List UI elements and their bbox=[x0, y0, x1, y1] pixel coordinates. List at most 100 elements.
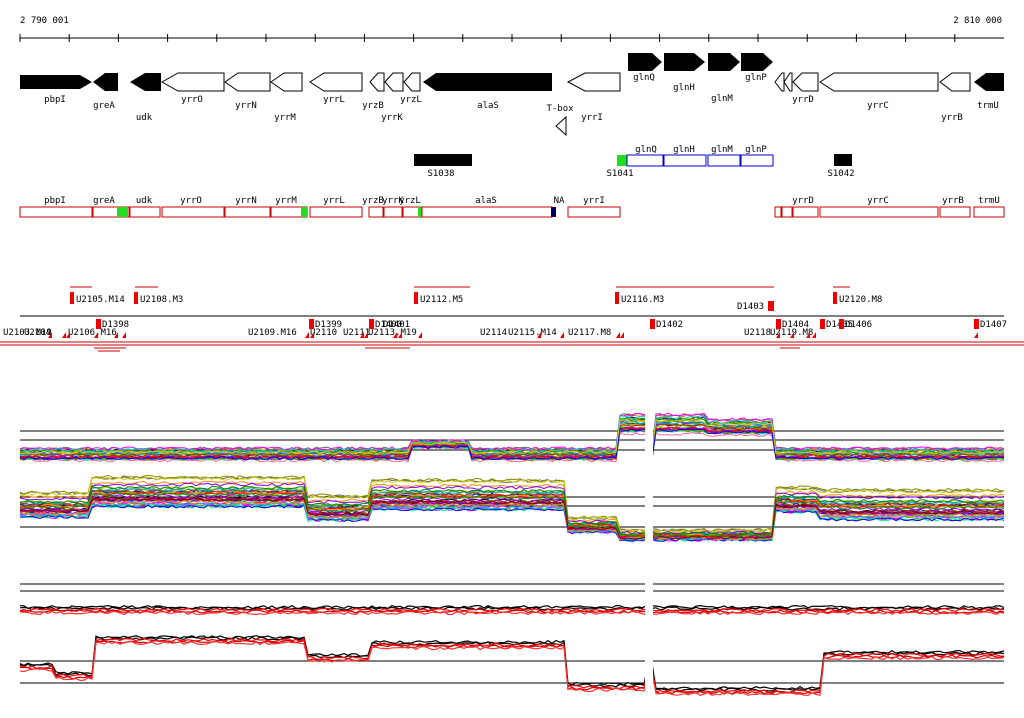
segment-glnP[interactable]: glnP bbox=[741, 145, 773, 166]
breakpoint-marker bbox=[305, 332, 309, 338]
upshift-U2115.M14[interactable]: U2115.M14 bbox=[508, 328, 557, 338]
segment-label: glnM bbox=[711, 145, 733, 155]
gene-glnH[interactable]: glnH bbox=[664, 53, 705, 93]
transcript-yrrI[interactable]: yrrI bbox=[568, 196, 620, 217]
upshift-label: U2108.M3 bbox=[140, 295, 183, 305]
gene-label: yrzL bbox=[400, 95, 422, 105]
transcript-label: udk bbox=[136, 196, 153, 206]
upshift-U2118[interactable]: U2118 bbox=[744, 328, 771, 338]
downshift-D1399[interactable]: D1399 bbox=[309, 319, 342, 330]
transcript-yrrD[interactable]: yrrD bbox=[792, 196, 818, 217]
segment-glnH[interactable]: glnH bbox=[664, 145, 706, 166]
gene-trmU[interactable]: trmU bbox=[974, 73, 1004, 111]
expression-profile bbox=[20, 505, 1004, 541]
downshift-D1403[interactable]: D1403 bbox=[737, 301, 774, 312]
feature-S1042[interactable]: S1042 bbox=[827, 154, 854, 179]
transcript-label: pbpI bbox=[44, 196, 66, 206]
transcript-yrrC[interactable]: yrrC bbox=[820, 196, 938, 217]
upshift-U2114[interactable]: U2114 bbox=[480, 328, 507, 338]
upshift-U2120.M8[interactable]: U2120.M8 bbox=[833, 292, 882, 305]
expression-profile bbox=[20, 640, 1004, 694]
upshift-U2116.M3[interactable]: U2116.M3 bbox=[615, 292, 664, 305]
upshift-U2117.M8[interactable]: U2117.M8 bbox=[568, 328, 611, 338]
transcript-yrzB[interactable]: yrzB bbox=[362, 196, 384, 217]
transcript-pbpI[interactable]: pbpI bbox=[20, 196, 92, 217]
gene-yrrI[interactable]: yrrI bbox=[568, 73, 620, 123]
gene-yrrL[interactable]: yrrL bbox=[310, 73, 362, 105]
data-gap bbox=[645, 395, 653, 695]
gene-label: pbpI bbox=[44, 95, 66, 105]
gene-alaS[interactable]: alaS bbox=[423, 73, 552, 111]
breakpoint-marker bbox=[620, 332, 624, 338]
transcript-label: yrrB bbox=[942, 196, 964, 206]
segment-glnM[interactable]: glnM bbox=[708, 145, 740, 166]
gene-yrrN[interactable]: yrrN bbox=[225, 73, 270, 111]
transcript-yrrB[interactable]: yrrB bbox=[940, 196, 970, 217]
segment-glnQ[interactable]: glnQ bbox=[627, 145, 663, 166]
downshift-label: D1402 bbox=[656, 320, 683, 330]
transcript-yrrL[interactable]: yrrL bbox=[310, 196, 362, 217]
transcript-small bbox=[775, 207, 792, 217]
gene-label: yrrC bbox=[867, 101, 889, 111]
transcript-yrrO[interactable]: yrrO bbox=[162, 196, 224, 217]
transcript-udk[interactable]: udk bbox=[130, 196, 160, 217]
gene-label: alaS bbox=[477, 101, 499, 111]
expression-panel-lower bbox=[20, 584, 1004, 615]
gene-yrrD[interactable]: yrrD bbox=[792, 73, 818, 105]
gene-udk[interactable]: udk bbox=[130, 73, 161, 123]
downshift-D1401[interactable]: D1401 bbox=[383, 320, 410, 330]
transcript-label: yrzL bbox=[399, 196, 421, 206]
gene-label: trmU bbox=[977, 101, 999, 111]
downshift-D1398[interactable]: D1398 bbox=[96, 319, 129, 330]
transcript-greA[interactable]: greA bbox=[93, 196, 129, 217]
gene-yrrM[interactable]: yrrM bbox=[271, 73, 302, 123]
expression-profile bbox=[20, 642, 1004, 696]
gene-T-box[interactable]: T-box bbox=[546, 104, 574, 135]
transcript-yrrN[interactable]: yrrN bbox=[225, 196, 270, 217]
upshift-U2104[interactable]: U2104 bbox=[24, 328, 51, 338]
upshift-U2108.M3[interactable]: U2108.M3 bbox=[134, 292, 183, 305]
transcript-alaS[interactable]: alaS bbox=[422, 196, 552, 217]
gene-label: yrrI bbox=[581, 113, 603, 123]
gene-yrrC[interactable]: yrrC bbox=[820, 73, 938, 111]
downshift-label: D1398 bbox=[102, 320, 129, 330]
gene-label: yrzB bbox=[362, 101, 384, 111]
downshift-D1407[interactable]: D1407 bbox=[974, 319, 1007, 330]
breakpoint-marker bbox=[122, 332, 126, 338]
gene-yrrB[interactable]: yrrB bbox=[940, 73, 970, 123]
transcript-label: yrrL bbox=[323, 196, 345, 206]
gene-label: yrrO bbox=[181, 95, 203, 105]
gene-label: glnH bbox=[673, 83, 695, 93]
gene-label: glnQ bbox=[633, 73, 655, 83]
transcript-yrrM[interactable]: yrrM bbox=[271, 196, 307, 217]
upshift-U2112.M5[interactable]: U2112.M5 bbox=[414, 292, 463, 305]
downshift-D1402[interactable]: D1402 bbox=[650, 319, 683, 330]
transcript-yrzL[interactable]: yrzL bbox=[399, 196, 422, 217]
downshift-D1406[interactable]: D1406 bbox=[839, 319, 872, 330]
gene-label: yrrD bbox=[792, 95, 814, 105]
upshift-U2109.M16[interactable]: U2109.M16 bbox=[248, 328, 297, 338]
gene-glnM[interactable]: glnM bbox=[708, 53, 740, 104]
downshift-D1404[interactable]: D1404 bbox=[776, 319, 809, 330]
gene-label: glnP bbox=[745, 73, 767, 83]
gene-glnQ[interactable]: glnQ bbox=[628, 53, 662, 83]
transcript-trmU[interactable]: trmU bbox=[974, 196, 1004, 217]
gene-greA[interactable]: greA bbox=[93, 73, 118, 111]
feature-label: S1041 bbox=[606, 169, 633, 179]
feature-S1038[interactable]: S1038 bbox=[414, 154, 472, 179]
expression-panel-middle bbox=[20, 475, 1004, 541]
upshift-label: U2120.M8 bbox=[839, 295, 882, 305]
breakpoint-marker bbox=[616, 332, 620, 338]
coordinate-ruler: 2 790 001 2 810 000 bbox=[20, 16, 1004, 42]
gene-small-arrows bbox=[775, 73, 792, 91]
gene-glnP[interactable]: glnP bbox=[741, 53, 773, 83]
gene-yrrO[interactable]: yrrO bbox=[162, 73, 224, 105]
gene-pbpI[interactable]: pbpI bbox=[20, 75, 92, 105]
gene-yrzB[interactable]: yrzB bbox=[362, 73, 384, 111]
transcript-NA[interactable]: NA bbox=[551, 196, 565, 217]
gene-track: pbpI greA udk yrrO yrrN yrrM yrrL yrzB bbox=[20, 53, 1004, 135]
upshift-label: U2112.M5 bbox=[420, 295, 463, 305]
breakpoint-track: U2105.M14 U2108.M3 U2112.M5 U2116.M3 U21… bbox=[0, 287, 1024, 351]
upshift-U2105.M14[interactable]: U2105.M14 bbox=[70, 292, 125, 305]
segment-label: glnQ bbox=[635, 145, 657, 155]
